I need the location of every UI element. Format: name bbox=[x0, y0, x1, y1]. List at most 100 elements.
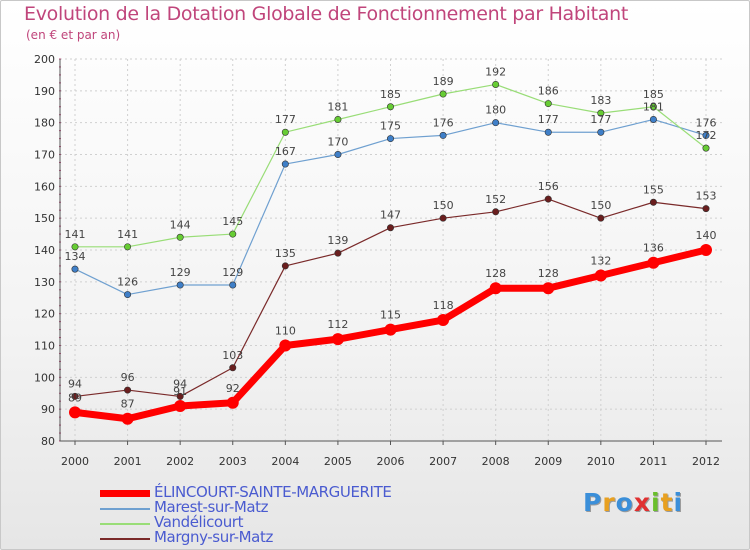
series-0 bbox=[69, 244, 712, 425]
legend-swatch-vandelicourt bbox=[100, 523, 150, 525]
data-label: 189 bbox=[433, 75, 454, 88]
data-point bbox=[229, 281, 237, 289]
data-label: 141 bbox=[65, 228, 86, 241]
data-label: 141 bbox=[117, 228, 138, 241]
data-point bbox=[121, 412, 134, 425]
data-label: 177 bbox=[275, 113, 296, 126]
legend-label-margny: Margny-sur-Matz bbox=[154, 528, 273, 546]
x-tick-label: 2008 bbox=[482, 455, 510, 468]
data-label: 150 bbox=[433, 199, 454, 212]
data-point bbox=[492, 208, 500, 216]
legend-label-elincourt: ÉLINCOURT-SAINTE-MARGUERITE bbox=[154, 483, 392, 501]
data-point bbox=[544, 195, 552, 203]
logo-letter: t bbox=[660, 488, 674, 517]
data-label: 110 bbox=[275, 325, 296, 338]
data-point bbox=[439, 131, 447, 139]
y-tick-label: 170 bbox=[34, 149, 55, 162]
logo-letter: o bbox=[615, 488, 634, 517]
data-point bbox=[71, 392, 79, 400]
data-point bbox=[597, 214, 605, 222]
data-label: 170 bbox=[327, 136, 348, 149]
x-tick-label: 2009 bbox=[534, 455, 562, 468]
data-point bbox=[386, 103, 394, 111]
data-label: 96 bbox=[121, 371, 135, 384]
data-point bbox=[124, 386, 132, 394]
legend-swatch-margny bbox=[100, 538, 150, 540]
data-point bbox=[124, 243, 132, 251]
x-tick-label: 2001 bbox=[114, 455, 142, 468]
data-point bbox=[176, 281, 184, 289]
data-label: 192 bbox=[485, 65, 506, 78]
data-label: 89 bbox=[68, 391, 82, 404]
x-tick-label: 2007 bbox=[429, 455, 457, 468]
data-point bbox=[71, 265, 79, 273]
y-tick-label: 110 bbox=[34, 340, 55, 353]
x-tick-label: 2012 bbox=[692, 455, 720, 468]
data-label: 118 bbox=[433, 299, 454, 312]
data-point bbox=[334, 115, 342, 123]
data-label: 128 bbox=[485, 267, 506, 280]
data-label: 92 bbox=[226, 382, 240, 395]
data-point bbox=[492, 119, 500, 127]
x-tick-label: 2010 bbox=[587, 455, 615, 468]
data-label: 103 bbox=[222, 349, 243, 362]
data-point bbox=[492, 80, 500, 88]
data-point bbox=[437, 314, 450, 327]
data-label: 185 bbox=[380, 88, 401, 101]
data-label: 136 bbox=[643, 242, 664, 255]
logo-letter: P bbox=[583, 488, 603, 517]
data-label: 112 bbox=[327, 318, 348, 331]
data-label: 91 bbox=[173, 385, 187, 398]
x-tick-label: 2002 bbox=[166, 455, 194, 468]
data-point bbox=[542, 282, 555, 295]
data-label: 180 bbox=[485, 104, 506, 117]
series-3 bbox=[71, 195, 710, 400]
y-tick-label: 200 bbox=[34, 53, 55, 66]
data-point bbox=[281, 128, 289, 136]
data-point bbox=[647, 256, 660, 269]
y-tick-label: 190 bbox=[34, 85, 55, 98]
x-tick-label: 2003 bbox=[219, 455, 247, 468]
data-point bbox=[597, 128, 605, 136]
data-point bbox=[69, 406, 81, 419]
data-label: 87 bbox=[121, 398, 135, 411]
data-point bbox=[281, 262, 289, 270]
x-tick-label: 2006 bbox=[377, 455, 405, 468]
data-point bbox=[702, 144, 710, 152]
data-point bbox=[229, 230, 237, 238]
legend-swatch-marest bbox=[100, 508, 150, 510]
data-label: 176 bbox=[433, 116, 454, 129]
data-point bbox=[384, 323, 397, 336]
data-label: 175 bbox=[380, 120, 401, 133]
data-point bbox=[281, 160, 289, 168]
legend-swatch-elincourt bbox=[100, 490, 150, 497]
data-point bbox=[176, 233, 184, 241]
data-label: 152 bbox=[485, 193, 506, 206]
data-label: 181 bbox=[327, 100, 348, 113]
data-point bbox=[544, 100, 552, 108]
logo-letter: i bbox=[673, 488, 684, 517]
data-point bbox=[544, 128, 552, 136]
data-label: 115 bbox=[380, 309, 401, 322]
data-label: 145 bbox=[222, 215, 243, 228]
data-point bbox=[386, 135, 394, 143]
data-point bbox=[279, 339, 292, 352]
data-label: 183 bbox=[590, 94, 611, 107]
y-tick-label: 90 bbox=[41, 403, 55, 416]
data-point bbox=[439, 214, 447, 222]
legend-label-marest: Marest-sur-Matz bbox=[154, 498, 269, 516]
data-label: 126 bbox=[117, 276, 138, 289]
data-label: 128 bbox=[538, 267, 559, 280]
data-point bbox=[702, 205, 710, 213]
data-point bbox=[700, 244, 712, 256]
y-tick-label: 150 bbox=[34, 212, 55, 225]
data-label: 185 bbox=[643, 88, 664, 101]
data-label: 135 bbox=[275, 247, 296, 260]
data-label: 156 bbox=[538, 180, 559, 193]
data-label: 172 bbox=[696, 129, 717, 142]
data-point bbox=[439, 90, 447, 98]
data-point bbox=[594, 269, 607, 282]
data-label: 139 bbox=[327, 234, 348, 247]
